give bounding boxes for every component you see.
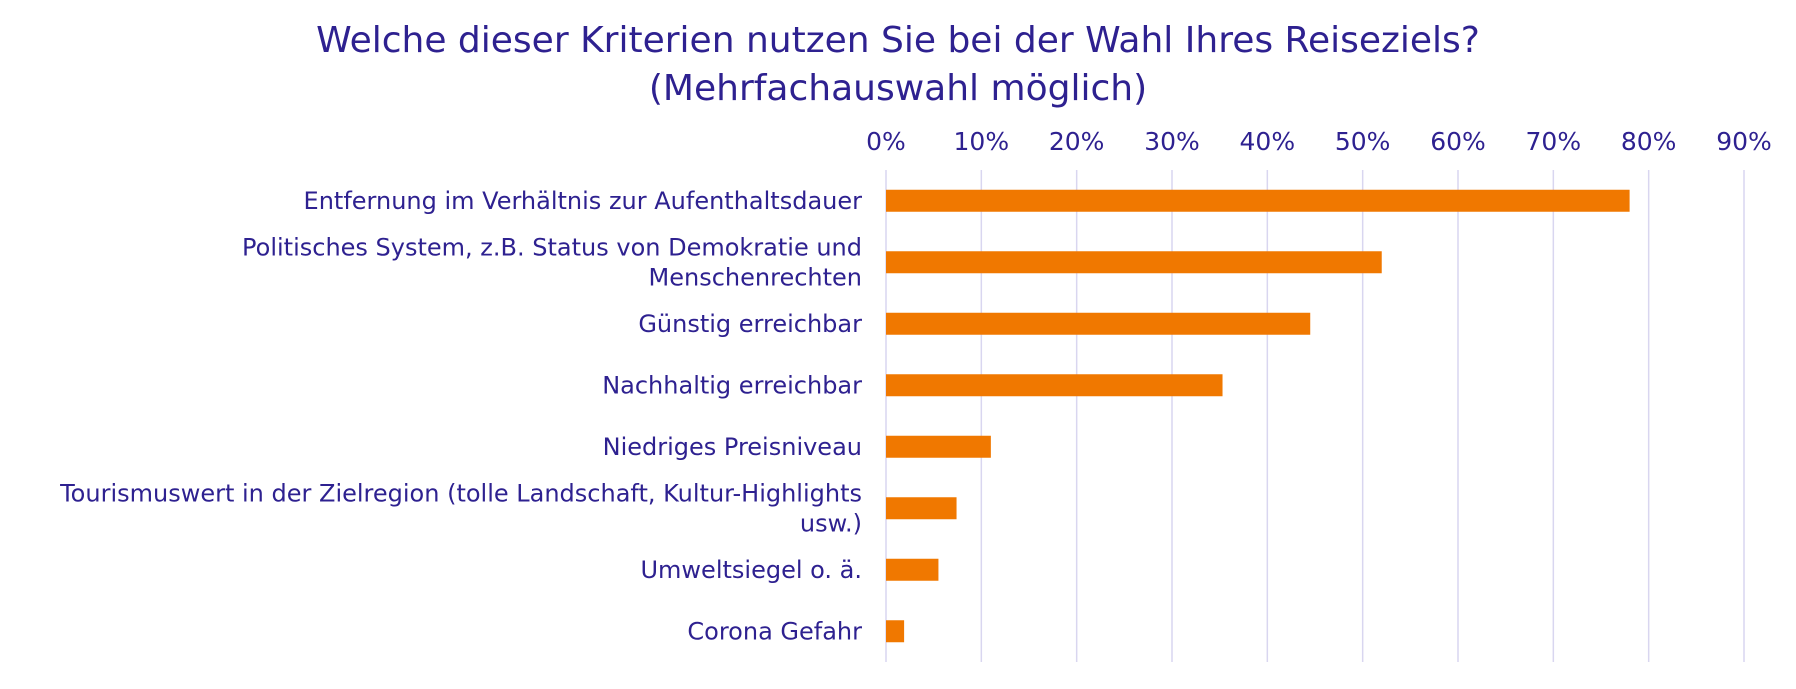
x-tick-label: 50%: [1335, 127, 1391, 156]
category-label: Politisches System, z.B. Status von Demo…: [242, 233, 862, 261]
bar: [886, 558, 939, 581]
chart-title: Welche dieser Kriterien nutzen Sie bei d…: [316, 20, 1480, 109]
bar: [886, 374, 1223, 397]
chart-title-line: (Mehrfachauswahl möglich): [649, 68, 1147, 109]
bar: [886, 497, 957, 520]
x-tick-label: 40%: [1240, 127, 1296, 156]
chart-title-line: Welche dieser Kriterien nutzen Sie bei d…: [316, 20, 1480, 61]
x-tick-label: 10%: [954, 127, 1010, 156]
category-label: Günstig erreichbar: [638, 310, 862, 338]
bars: [886, 189, 1630, 643]
category-label: Corona Gefahr: [687, 617, 862, 645]
bar: [886, 312, 1311, 335]
bar: [886, 189, 1630, 212]
bar: [886, 620, 905, 643]
bar: [886, 435, 991, 458]
x-tick-label: 70%: [1526, 127, 1582, 156]
category-label: Umweltsiegel o. ä.: [640, 556, 862, 584]
x-tick-label: 90%: [1716, 127, 1772, 156]
x-tick-label: 30%: [1144, 127, 1200, 156]
x-axis-ticks: 0% 10% 20% 30% 40% 50% 60% 70% 80% 90%: [866, 127, 1772, 156]
x-tick-label: 20%: [1049, 127, 1105, 156]
x-tick-label: 60%: [1430, 127, 1486, 156]
category-label: Menschenrechten: [649, 263, 862, 291]
category-label: Entfernung im Verhältnis zur Aufenthalts…: [304, 187, 863, 215]
category-label: Nachhaltig erreichbar: [602, 371, 862, 399]
gridlines: [885, 170, 1745, 662]
category-label: usw.): [800, 509, 862, 537]
x-tick-label: 0%: [866, 127, 906, 156]
bar: [886, 251, 1382, 274]
category-labels: Entfernung im Verhältnis zur Aufenthalts…: [59, 187, 862, 646]
category-label: Tourismuswert in der Zielregion (tolle L…: [59, 479, 862, 507]
category-label: Niedriges Preisniveau: [603, 433, 862, 461]
x-tick-label: 80%: [1621, 127, 1677, 156]
